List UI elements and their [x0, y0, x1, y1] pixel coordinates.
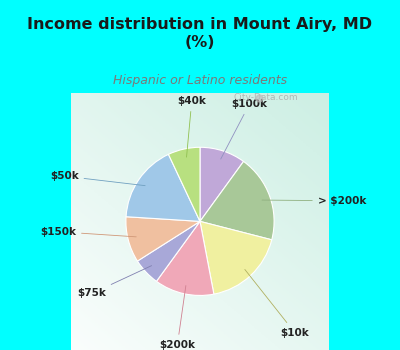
- Wedge shape: [126, 154, 200, 222]
- Text: $150k: $150k: [40, 227, 136, 237]
- Text: > $200k: > $200k: [262, 196, 366, 206]
- Wedge shape: [200, 147, 244, 222]
- Wedge shape: [168, 147, 200, 222]
- Text: $200k: $200k: [159, 286, 195, 350]
- Wedge shape: [200, 161, 274, 240]
- Text: $75k: $75k: [78, 266, 152, 299]
- Text: $40k: $40k: [177, 96, 206, 157]
- Text: $100k: $100k: [221, 99, 267, 159]
- Wedge shape: [138, 222, 200, 281]
- Text: City-Data.com: City-Data.com: [233, 93, 298, 103]
- Wedge shape: [200, 222, 272, 294]
- Text: $50k: $50k: [50, 171, 145, 186]
- Text: $10k: $10k: [245, 270, 309, 337]
- Text: Income distribution in Mount Airy, MD
(%): Income distribution in Mount Airy, MD (%…: [28, 17, 372, 50]
- Wedge shape: [156, 222, 214, 295]
- Text: Hispanic or Latino residents: Hispanic or Latino residents: [113, 74, 287, 87]
- Wedge shape: [126, 217, 200, 261]
